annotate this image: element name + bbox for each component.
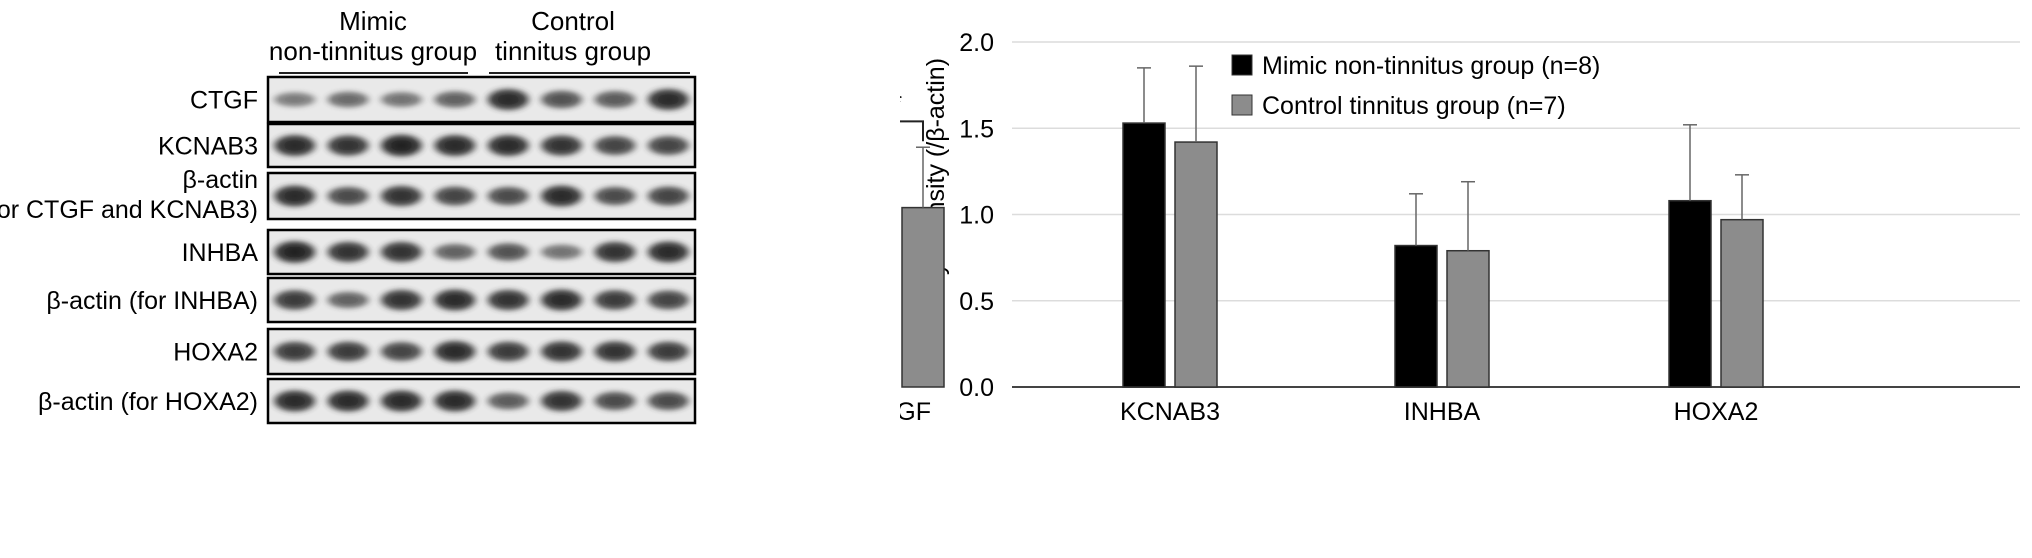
group-header-line1: Mimic bbox=[339, 6, 407, 36]
blot-band bbox=[269, 183, 320, 209]
y-tick-label: 1.5 bbox=[959, 115, 994, 143]
blot-band bbox=[322, 184, 374, 208]
blot-band bbox=[589, 133, 641, 158]
blot-band bbox=[429, 132, 480, 159]
blot-band bbox=[269, 90, 320, 109]
blot-row-label: CTGF bbox=[190, 87, 258, 115]
blot-band bbox=[269, 132, 320, 159]
blot-band bbox=[376, 388, 427, 414]
blot-row-label: (for CTGF and KCNAB3) bbox=[0, 196, 258, 224]
blot-band bbox=[536, 242, 587, 262]
blot-row-label: KCNAB3 bbox=[158, 133, 258, 161]
blot-band bbox=[536, 133, 587, 158]
x-tick-label: INHBA bbox=[1404, 398, 1481, 426]
blot-band bbox=[269, 238, 320, 266]
blot-band bbox=[376, 90, 427, 109]
blot-band bbox=[589, 339, 641, 364]
blot-band bbox=[536, 88, 587, 111]
blot-band bbox=[483, 287, 534, 313]
blot-band bbox=[589, 239, 641, 265]
blot-band bbox=[322, 239, 374, 265]
legend-swatch bbox=[1231, 54, 1253, 76]
blot-band bbox=[643, 339, 694, 364]
blot-band bbox=[483, 86, 534, 113]
blot-band bbox=[376, 132, 427, 159]
blot-row-label: HOXA2 bbox=[173, 339, 258, 367]
bar-inhba-series-1 bbox=[1394, 244, 1438, 388]
bar-chart: Relatively intensity (/β-actin)0.00.51.0… bbox=[900, 29, 2020, 426]
blot-band bbox=[269, 339, 320, 364]
blot-band bbox=[483, 241, 534, 263]
bar-kcnab3-series-1 bbox=[1122, 122, 1166, 388]
blot-band bbox=[429, 184, 480, 208]
blot-band bbox=[322, 339, 374, 364]
y-tick-label: 1.0 bbox=[959, 202, 994, 230]
blot-band bbox=[589, 184, 641, 208]
legend-swatch bbox=[1231, 94, 1253, 116]
legend-label: Mimic non-tinnitus group (n=8) bbox=[1262, 52, 1600, 80]
bar-hoxa2-series-1 bbox=[1668, 199, 1712, 388]
blot-band bbox=[376, 287, 427, 313]
blot-band bbox=[643, 133, 694, 158]
blot-band bbox=[643, 389, 694, 413]
blot-band bbox=[483, 339, 534, 364]
blot-band bbox=[589, 389, 641, 413]
significance-bracket bbox=[900, 120, 924, 142]
blot-band bbox=[536, 183, 587, 209]
blot-band bbox=[643, 86, 694, 113]
y-tick-label: 0.5 bbox=[959, 288, 994, 316]
x-tick-label: HOXA2 bbox=[1674, 398, 1759, 426]
bar-inhba-series-2 bbox=[1446, 249, 1490, 388]
blot-band bbox=[536, 287, 587, 313]
blot-band bbox=[322, 133, 374, 158]
blot-band bbox=[483, 390, 534, 412]
blot-row-label: β-actin (for HOXA2) bbox=[38, 388, 258, 416]
blot-band bbox=[589, 288, 641, 312]
legend-label: Control tinnitus group (n=7) bbox=[1262, 92, 1566, 120]
blot-band bbox=[643, 288, 694, 312]
blot-band bbox=[536, 388, 587, 414]
blot-row-label: INHBA bbox=[182, 239, 259, 267]
y-tick-label: 2.0 bbox=[959, 29, 994, 57]
blot-band bbox=[429, 338, 480, 365]
blot-band bbox=[643, 239, 694, 265]
y-tick-label: 0.0 bbox=[959, 374, 994, 402]
blot-band bbox=[269, 288, 320, 312]
group-header-line2: tinnitus group bbox=[495, 36, 651, 66]
x-tick-label: KCNAB3 bbox=[1120, 398, 1220, 426]
blot-row-label: β-actin (for INHBA) bbox=[46, 287, 258, 315]
blot-band bbox=[589, 89, 641, 110]
x-tick-label: CTGF bbox=[900, 398, 931, 426]
blot-row-label: β-actin bbox=[182, 166, 258, 194]
blot-band bbox=[376, 339, 427, 364]
blot-band bbox=[429, 242, 480, 262]
blot-band bbox=[269, 388, 320, 414]
blot-band bbox=[322, 89, 374, 110]
group-header-line2: non-tinnitus group bbox=[269, 36, 477, 66]
bar-kcnab3-series-2 bbox=[1174, 141, 1218, 388]
blot-band bbox=[322, 290, 374, 310]
blot-band bbox=[536, 339, 587, 364]
blot-band bbox=[643, 184, 694, 208]
bar-ctgf-series-2 bbox=[901, 206, 945, 388]
blot-band bbox=[322, 388, 374, 414]
blot-band bbox=[376, 239, 427, 265]
blot-band bbox=[429, 388, 480, 414]
significance-star: * bbox=[900, 87, 902, 117]
blot-band bbox=[483, 184, 534, 208]
bar-hoxa2-series-2 bbox=[1720, 218, 1764, 388]
blot-band bbox=[429, 287, 480, 313]
blot-band bbox=[483, 132, 534, 159]
group-header-line1: Control bbox=[531, 6, 615, 36]
blot-band bbox=[429, 89, 480, 110]
blot-band bbox=[376, 183, 427, 209]
